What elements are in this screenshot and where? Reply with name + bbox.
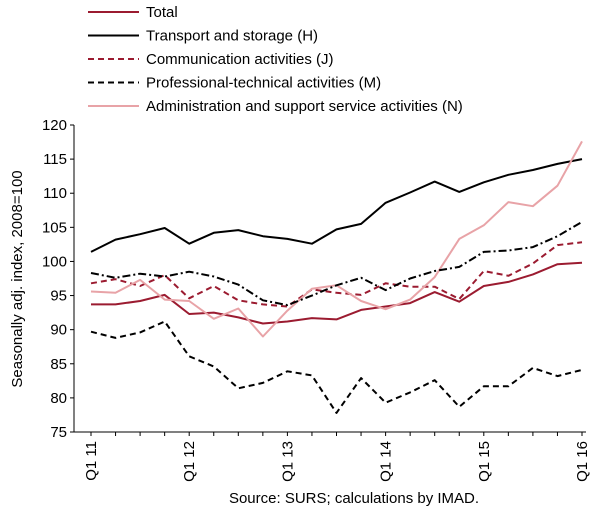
x-tick-label: Q1 12: [181, 441, 198, 482]
y-tick-label: 105: [42, 219, 67, 236]
y-tick-label: 95: [50, 288, 67, 305]
source-note: Source: SURS; calculations by IMAD.: [229, 490, 479, 507]
series-line-2: [90, 241, 583, 308]
plot-area: [90, 140, 583, 414]
y-tick-label: 115: [43, 151, 67, 168]
y-tick-label: 85: [50, 356, 67, 373]
x-tick-label: Q1 15: [476, 441, 493, 482]
y-axis-label: Seasonally adj. index, 2008=100: [9, 170, 26, 387]
y-axis: 75 80 85 90 95 100 105 110 115 120: [42, 117, 75, 441]
y-tick-label: 75: [50, 424, 67, 441]
x-axis: Q1 11 Q1 12 Q1 13 Q1 14 Q1 15 Q1 16: [74, 431, 591, 482]
series-line-5: [90, 221, 583, 307]
y-tick-label: 80: [50, 390, 67, 407]
x-tick-label: Q1 13: [279, 441, 296, 482]
legend-label: Professional-technical activities (M): [146, 75, 381, 92]
x-tick-label: Q1 16: [574, 441, 591, 482]
legend-label: Total: [146, 4, 178, 21]
series-line-0: [91, 261, 583, 325]
legend-label: Communication activities (J): [146, 51, 334, 68]
y-tick-label: 120: [42, 117, 67, 134]
x-tick-label: Q1 11: [83, 441, 100, 481]
y-tick-label: 100: [42, 253, 67, 270]
x-tick-label: Q1 14: [378, 441, 395, 482]
series-line-4: [90, 140, 583, 338]
chart-legend: Total Transport and storage (H) Communicat…: [88, 4, 463, 115]
series-line-3: [90, 320, 583, 414]
legend-label: Administration and support service activ…: [146, 98, 463, 115]
series-line-1: [90, 158, 583, 253]
legend-label: Transport and storage (H): [146, 28, 318, 45]
y-tick-label: 110: [43, 185, 67, 202]
y-tick-label: 90: [50, 322, 67, 339]
